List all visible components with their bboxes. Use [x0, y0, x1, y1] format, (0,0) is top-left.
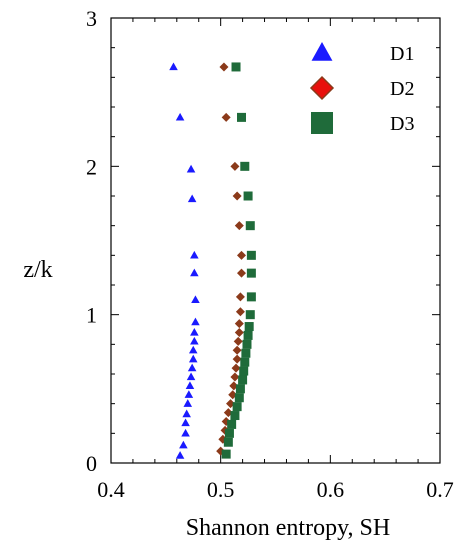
data-point-d3	[240, 357, 250, 367]
data-point-d3	[231, 62, 241, 72]
legend-marker-d1	[311, 42, 333, 61]
data-point-d3	[237, 112, 247, 122]
data-point-d2	[232, 191, 242, 201]
data-point-d2	[230, 161, 240, 171]
axis-ticks	[110, 17, 441, 464]
data-point-d1	[175, 451, 185, 459]
data-point-d1	[190, 336, 199, 345]
data-point-d2	[237, 268, 247, 278]
data-point-d2	[232, 354, 242, 364]
data-point-d2	[232, 345, 242, 355]
data-point-d2	[233, 336, 243, 346]
data-point-d3	[245, 310, 255, 320]
data-point-d2	[219, 62, 229, 72]
data-point-d3	[234, 393, 244, 403]
data-point-d3	[239, 366, 249, 376]
data-point-d3	[238, 375, 248, 385]
plot-frame	[110, 17, 441, 464]
data-point-d3	[240, 161, 250, 171]
y-tick-label: 1	[86, 303, 97, 328]
data-point-d1	[169, 62, 178, 71]
data-point-d1	[182, 409, 191, 418]
data-point-d2	[234, 319, 244, 329]
data-point-d3	[246, 268, 256, 278]
data-point-d3	[227, 419, 237, 429]
legend: D1 D2 D3	[309, 42, 414, 135]
series-d3	[221, 62, 256, 459]
data-point-d3	[246, 292, 256, 302]
data-point-d1	[187, 363, 197, 372]
data-point-d1	[185, 381, 195, 390]
x-tick-label: 0.7	[426, 477, 454, 502]
data-point-d3	[230, 411, 240, 421]
data-point-d2	[235, 307, 245, 317]
legend-label-d3: D3	[390, 113, 414, 135]
data-point-d1	[190, 268, 199, 277]
data-point-d2	[221, 112, 231, 122]
data-point-d1	[191, 295, 200, 303]
data-point-d1	[186, 372, 196, 381]
x-tick-label: 0.4	[97, 477, 125, 502]
data-point-d1	[184, 390, 194, 398]
y-tick-label: 3	[86, 6, 97, 31]
data-point-d3	[246, 250, 256, 260]
data-point-d3	[242, 339, 252, 349]
data-point-d3	[223, 437, 233, 447]
data-point-d1	[188, 354, 198, 363]
data-point-d1	[179, 440, 188, 449]
legend-marker-d3	[311, 112, 333, 134]
data-point-d2	[234, 327, 244, 337]
legend-label-d1: D1	[390, 43, 414, 65]
data-point-d3	[243, 191, 253, 201]
legend-marker-d2	[309, 75, 335, 101]
data-point-d1	[183, 399, 193, 407]
series-d1	[169, 62, 200, 459]
x-tick-label: 0.6	[317, 477, 345, 502]
data-point-d2	[237, 250, 247, 260]
y-axis-title: z/k	[23, 257, 52, 283]
data-point-d1	[190, 327, 199, 336]
data-point-d2	[230, 372, 240, 382]
data-point-d1	[191, 317, 200, 326]
x-tick-label: 0.5	[207, 477, 235, 502]
data-point-d2	[235, 292, 245, 302]
data-point-d3	[221, 449, 231, 459]
data-point-d1	[181, 428, 190, 437]
data-point-d2	[234, 221, 244, 231]
x-axis-title: Shannon entropy, SH	[186, 515, 390, 541]
data-point-d1	[187, 194, 197, 203]
data-point-d1	[188, 345, 198, 354]
tick-labels: 0.4 0.5 0.6 0.7 0 1 2 3	[86, 6, 454, 502]
plot-border	[110, 17, 441, 464]
data-point-d1	[175, 112, 185, 121]
legend-label-d2: D2	[390, 78, 414, 100]
data-series	[169, 62, 256, 459]
data-point-d3	[224, 428, 234, 438]
data-point-d1	[186, 164, 196, 173]
data-point-d3	[244, 322, 254, 332]
y-tick-label: 2	[86, 154, 97, 179]
data-point-d2	[231, 363, 241, 373]
data-point-d3	[241, 348, 251, 358]
data-point-d1	[190, 250, 199, 259]
data-point-d3	[243, 330, 253, 340]
data-point-d1	[181, 418, 190, 427]
y-tick-label: 0	[86, 451, 97, 476]
data-point-d3	[232, 402, 242, 412]
data-point-d3	[245, 221, 255, 231]
data-point-d3	[235, 384, 245, 394]
